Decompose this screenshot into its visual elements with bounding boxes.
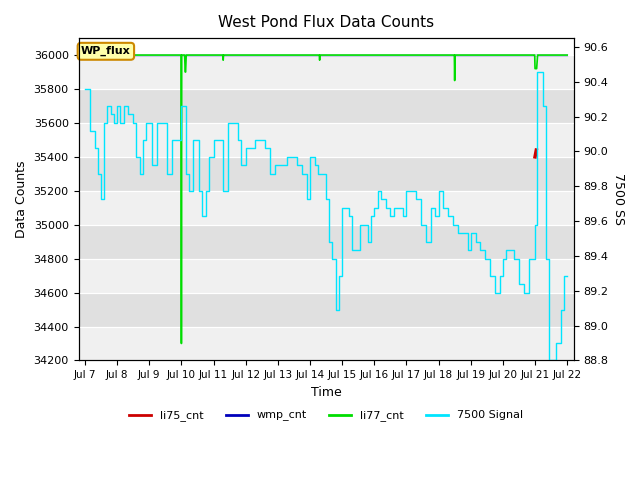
Bar [79,55,573,89]
Bar [79,326,573,360]
Title: West Pond Flux Data Counts: West Pond Flux Data Counts [218,15,434,30]
Bar [79,123,573,157]
Bar [79,89,573,123]
Bar [79,293,573,326]
Y-axis label: Data Counts: Data Counts [15,160,28,238]
Bar [79,191,573,225]
Bar [79,157,573,191]
X-axis label: Time: Time [310,386,342,399]
Legend: li75_cnt, wmp_cnt, li77_cnt, 7500 Signal: li75_cnt, wmp_cnt, li77_cnt, 7500 Signal [124,406,528,426]
Bar [79,259,573,293]
Bar [79,225,573,259]
Y-axis label: 7500 SS: 7500 SS [612,173,625,225]
Text: WP_flux: WP_flux [81,46,131,57]
